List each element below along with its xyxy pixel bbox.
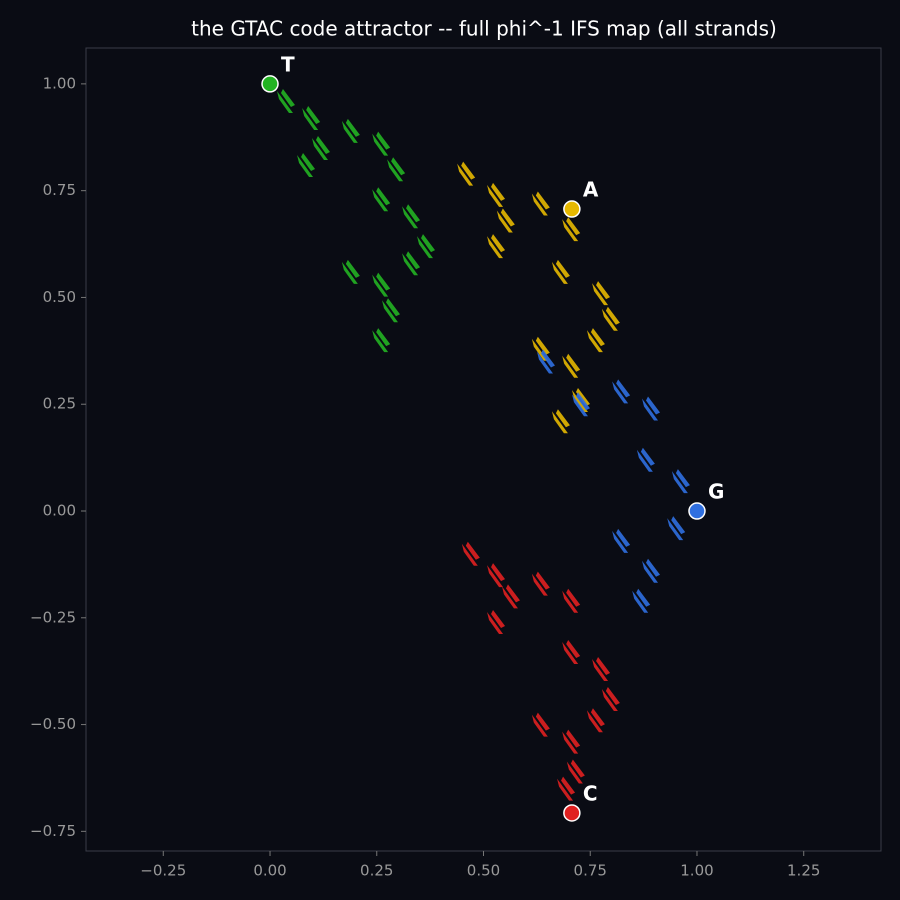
y-tick-label: 0.75 (43, 181, 76, 199)
attractor-point (297, 153, 316, 178)
attractor-point (372, 272, 391, 297)
attractor-point (341, 259, 360, 284)
attractor-point (501, 584, 520, 609)
attractor-point (531, 336, 550, 361)
attractor-point (341, 118, 360, 143)
attractor-point (487, 234, 506, 259)
attractor-point (276, 88, 295, 113)
attractor-point (667, 516, 686, 541)
x-tick-label: 0.50 (467, 862, 500, 880)
attractor-point (571, 392, 590, 417)
y-tick-label: −0.25 (30, 608, 76, 626)
attractor-point (402, 251, 421, 276)
vertex (261, 75, 279, 93)
attractor-point (487, 610, 506, 635)
attractor-point (586, 708, 605, 733)
attractor-point (586, 328, 605, 353)
attractor-point (461, 541, 480, 566)
x-tick-label: 0.75 (574, 862, 607, 880)
vertex-label: C (583, 781, 598, 805)
x-tick-label: 0.00 (253, 862, 286, 880)
attractor-point (487, 563, 506, 588)
y-tick-label: 1.00 (43, 74, 76, 92)
x-tick-label: 0.25 (360, 862, 393, 880)
y-tick-label: −0.50 (30, 715, 76, 733)
attractor-point (636, 447, 655, 472)
attractor-point (551, 259, 570, 284)
attractor-point (592, 657, 611, 682)
attractor-point (562, 217, 581, 242)
attractor-point (372, 328, 391, 353)
vertex-label: G (708, 480, 724, 504)
attractor-point (531, 191, 550, 216)
attractor-point (566, 759, 585, 784)
attractor-point (562, 353, 581, 378)
attractor-point (496, 208, 515, 233)
attractor-point (671, 469, 690, 494)
vertex-label: A (583, 178, 599, 202)
attractor-point (487, 182, 506, 207)
attractor-point (551, 409, 570, 434)
attractor-point (311, 135, 330, 160)
y-tick-label: 0.50 (43, 288, 76, 306)
attractor-point (536, 349, 555, 374)
attractor-point (531, 571, 550, 596)
attractor-point (457, 161, 476, 186)
attractor-point (601, 306, 620, 331)
attractor-point (417, 234, 436, 259)
x-tick-label: 1.00 (680, 862, 713, 880)
attractor-point (381, 298, 400, 323)
attractor-point (562, 639, 581, 664)
vertex (688, 502, 706, 520)
vertex (563, 804, 581, 822)
y-tick-label: 0.00 (43, 502, 76, 520)
attractor-point (557, 776, 576, 801)
attractor-point (372, 131, 391, 156)
attractor-point (302, 106, 321, 131)
x-tick-label: 1.25 (787, 862, 820, 880)
y-tick-label: 0.25 (43, 395, 76, 413)
vertex (563, 200, 581, 218)
chart-title: the GTAC code attractor -- full phi^-1 I… (191, 17, 777, 41)
attractor-point (642, 396, 661, 421)
attractor-point (592, 281, 611, 306)
attractor-point (531, 712, 550, 737)
attractor-point (612, 528, 631, 553)
attractor-point (387, 157, 406, 182)
y-tick-label: −0.75 (30, 822, 76, 840)
x-tick-label: −0.25 (140, 862, 186, 880)
vertex-label: T (281, 52, 295, 76)
attractor-point (642, 558, 661, 583)
attractor-point (632, 588, 651, 613)
attractor-point (612, 379, 631, 404)
attractor-point (562, 588, 581, 613)
attractor-point (372, 187, 391, 212)
attractor-point (562, 729, 581, 754)
attractor-point (402, 204, 421, 229)
attractor-point (601, 686, 620, 711)
